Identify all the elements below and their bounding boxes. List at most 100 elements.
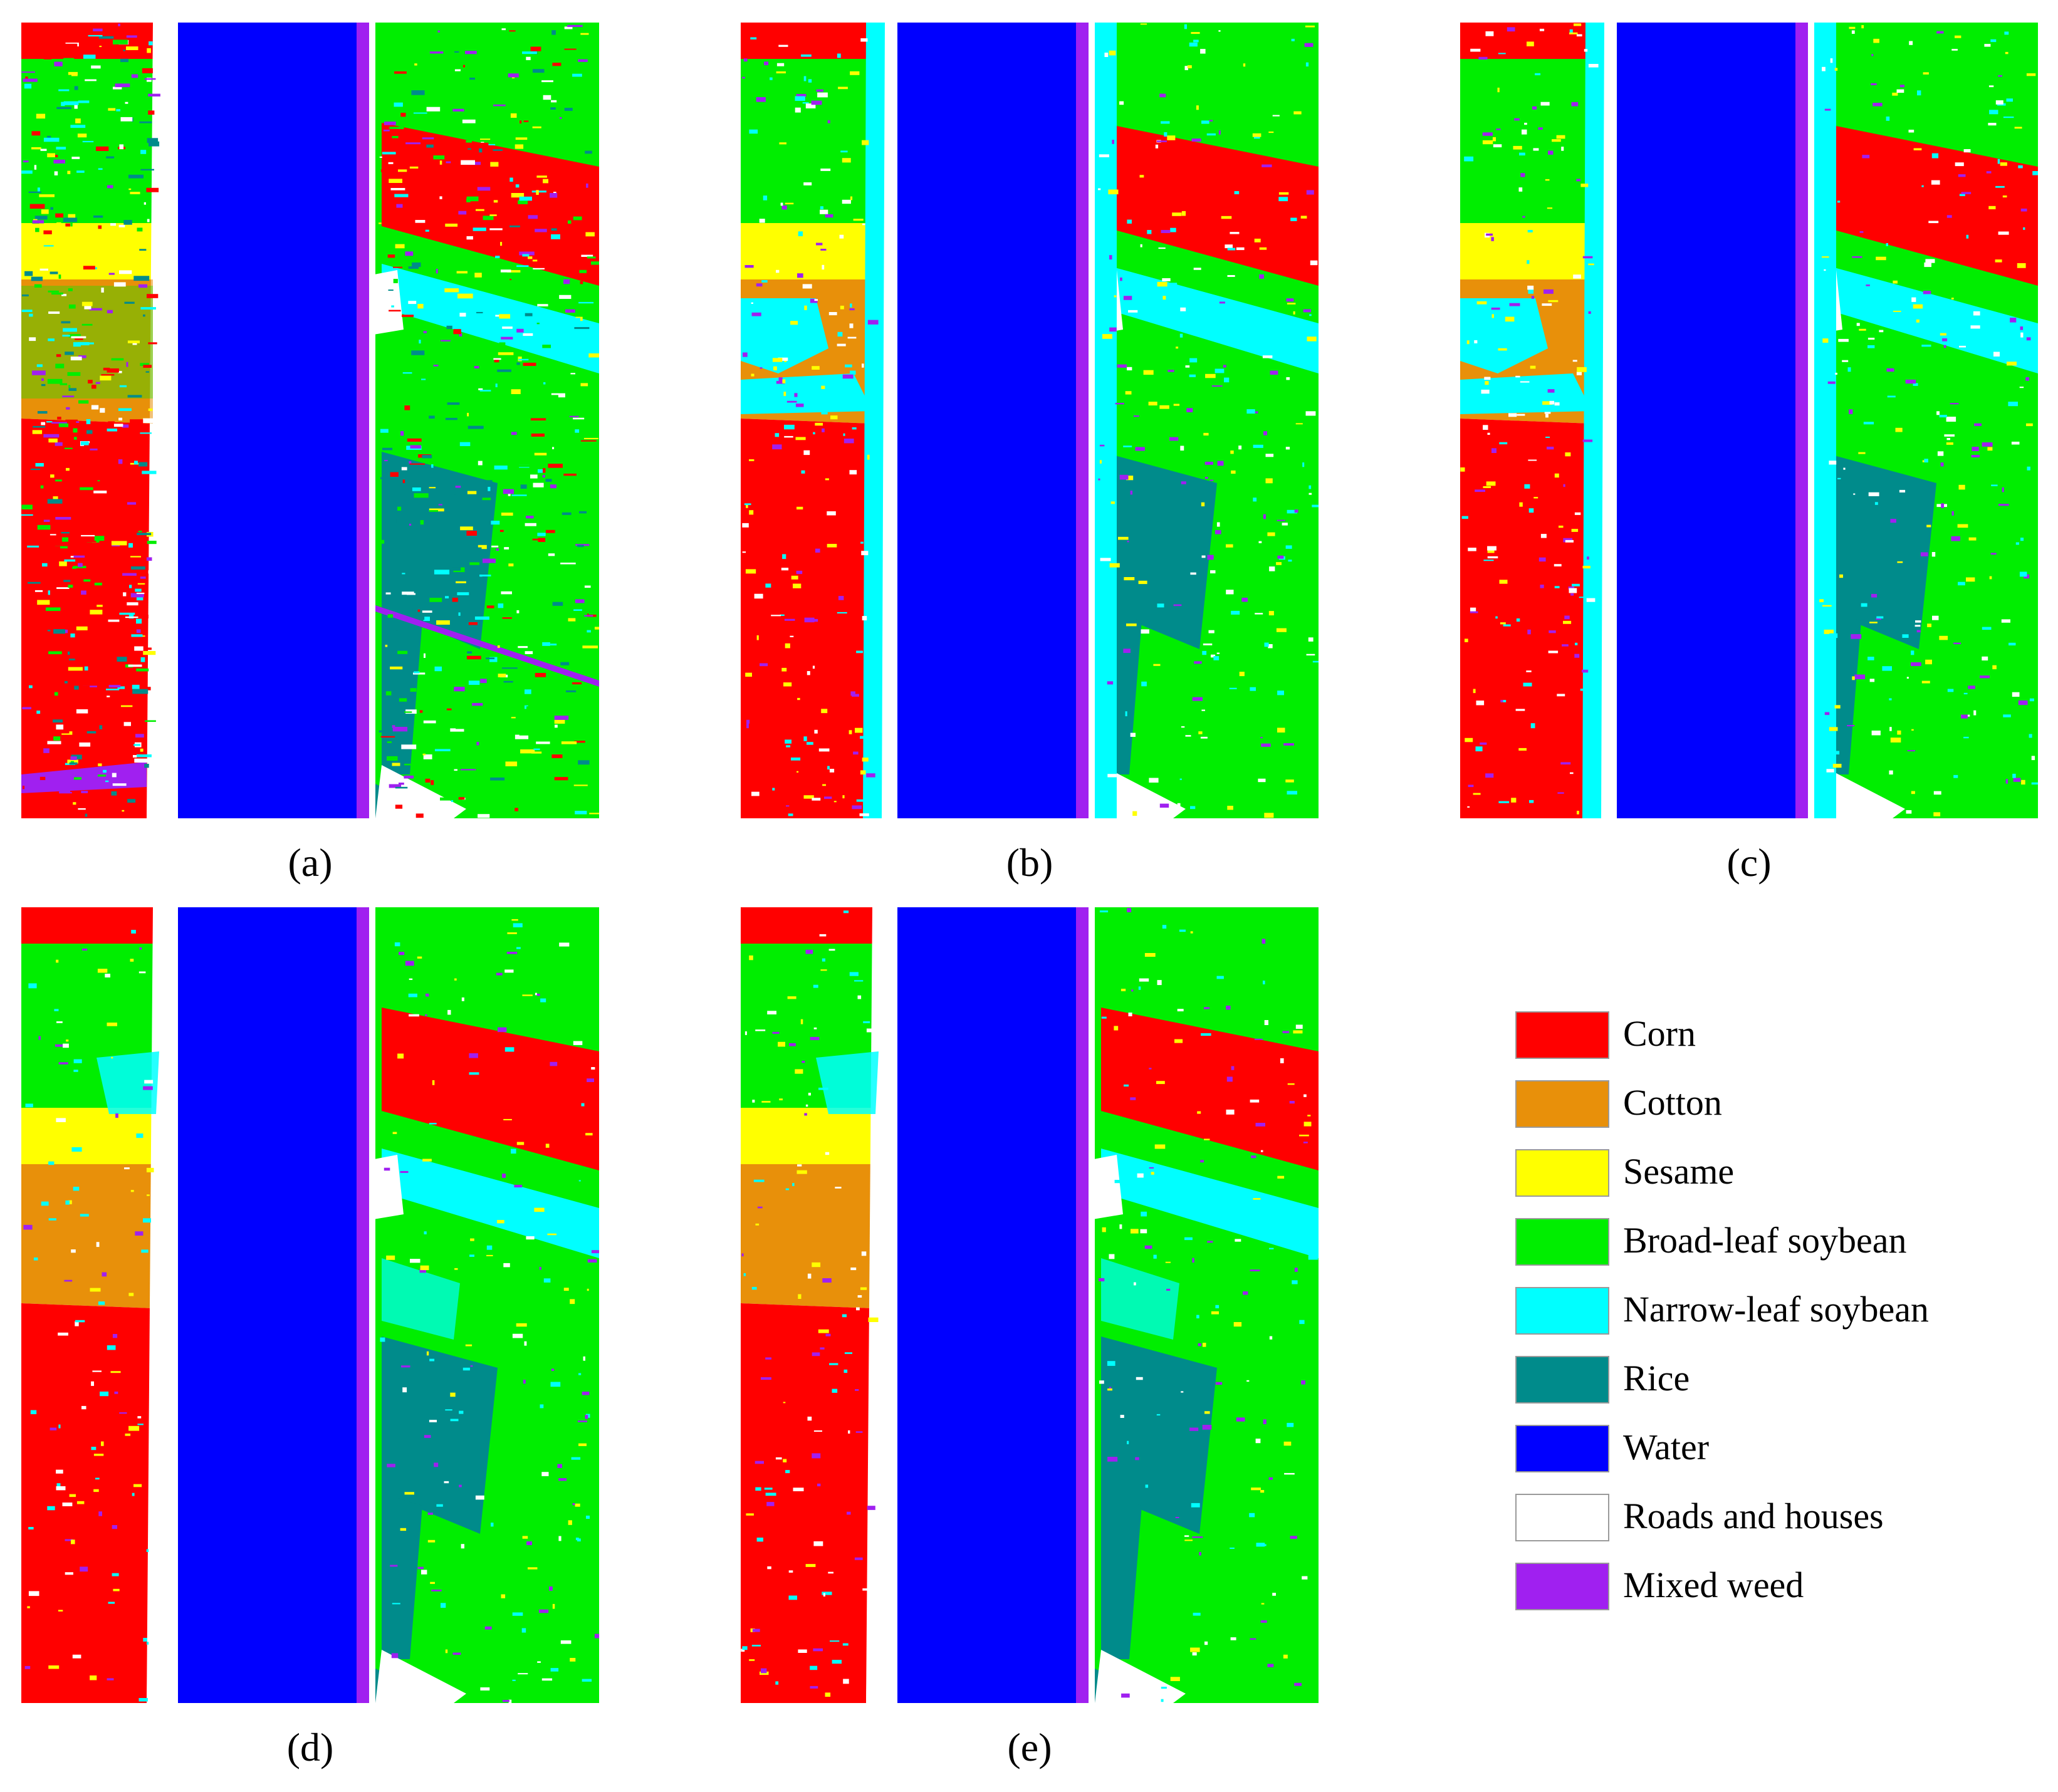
speckle xyxy=(1205,373,1216,378)
speckle xyxy=(1305,411,1316,416)
speckle xyxy=(480,679,487,684)
speckle xyxy=(1255,1439,1261,1444)
speckle xyxy=(1822,66,1826,71)
speckle xyxy=(140,432,152,434)
speckle xyxy=(1162,296,1166,300)
speckle xyxy=(46,421,53,423)
speckle xyxy=(91,1447,97,1451)
speckle xyxy=(391,1653,399,1659)
speckle xyxy=(764,1487,773,1490)
speckle xyxy=(1187,65,1192,68)
speckle xyxy=(55,213,63,218)
speckle xyxy=(132,689,149,694)
speckle xyxy=(501,28,506,31)
speckle xyxy=(123,49,125,51)
speckle xyxy=(459,442,471,446)
speckle xyxy=(759,248,767,252)
speckle xyxy=(1487,556,1498,559)
speckle xyxy=(108,1602,115,1604)
speckle xyxy=(68,385,71,388)
speckle xyxy=(1886,368,1894,372)
speckle xyxy=(70,556,74,558)
speckle xyxy=(470,1238,474,1241)
speckle xyxy=(1233,1322,1242,1327)
speckle xyxy=(143,651,156,655)
speckle xyxy=(1127,1440,1129,1444)
speckle xyxy=(512,1612,523,1616)
speckle xyxy=(526,56,531,60)
speckle xyxy=(397,650,408,654)
speckle xyxy=(2020,208,2027,212)
speckle xyxy=(1951,536,1960,541)
speckle xyxy=(1303,1094,1307,1097)
speckle xyxy=(518,1673,528,1675)
speckle xyxy=(137,583,145,585)
speckle xyxy=(1161,121,1170,124)
speckle xyxy=(429,1123,437,1125)
speckle xyxy=(41,209,49,214)
speckle xyxy=(128,576,140,581)
speckle xyxy=(581,1103,585,1107)
speckle xyxy=(69,659,75,660)
speckle xyxy=(744,503,751,506)
speckle xyxy=(2013,778,2021,782)
speckle xyxy=(56,587,70,589)
speckle xyxy=(1127,541,1129,543)
speckle xyxy=(813,1027,817,1029)
speckle xyxy=(575,429,580,433)
speckle xyxy=(1216,976,1224,979)
speckle xyxy=(41,378,44,381)
speckle xyxy=(500,242,503,246)
speckle xyxy=(569,420,577,425)
speckle xyxy=(523,712,534,714)
speckle xyxy=(433,155,445,160)
speckle xyxy=(519,196,532,201)
speckle xyxy=(1931,552,1936,557)
speckle xyxy=(454,687,465,692)
speckle xyxy=(466,236,473,240)
speckle xyxy=(1862,155,1870,159)
speckle xyxy=(833,801,837,803)
speckle xyxy=(793,1487,804,1491)
speckle xyxy=(483,216,494,221)
speckle xyxy=(1268,644,1273,649)
speckle xyxy=(461,769,476,771)
speckle xyxy=(412,608,426,611)
speckle xyxy=(444,288,459,293)
speckle xyxy=(813,432,815,435)
speckle xyxy=(1499,442,1508,445)
speckle xyxy=(1290,217,1297,221)
speckle xyxy=(842,1314,847,1318)
speckle xyxy=(110,223,116,226)
speckle xyxy=(825,1278,830,1280)
speckle xyxy=(457,293,473,299)
speckle xyxy=(1824,108,1831,111)
speckle xyxy=(1982,656,1988,661)
speckle xyxy=(127,340,140,343)
speckle xyxy=(1988,123,1997,126)
speckle xyxy=(523,362,536,366)
speckle xyxy=(68,305,76,309)
speckle xyxy=(772,1031,780,1034)
speckle xyxy=(147,138,159,143)
speckle xyxy=(409,463,426,465)
speckle xyxy=(427,1539,436,1543)
speckle xyxy=(65,1539,73,1541)
speckle xyxy=(1991,484,1998,486)
speckle xyxy=(536,190,539,195)
speckle xyxy=(128,1425,140,1431)
speckle xyxy=(564,108,573,111)
speckle xyxy=(1214,530,1221,534)
speckle xyxy=(1227,247,1236,251)
speckle xyxy=(755,1487,761,1491)
speckle xyxy=(84,306,91,310)
speckle xyxy=(860,38,868,42)
speckle xyxy=(1557,694,1565,697)
speckle xyxy=(114,1391,118,1394)
speckle xyxy=(815,422,823,426)
speckle xyxy=(402,222,415,227)
speckle xyxy=(1162,278,1171,281)
speckle xyxy=(852,805,862,810)
speckle xyxy=(1563,484,1565,487)
speckle xyxy=(478,814,490,818)
